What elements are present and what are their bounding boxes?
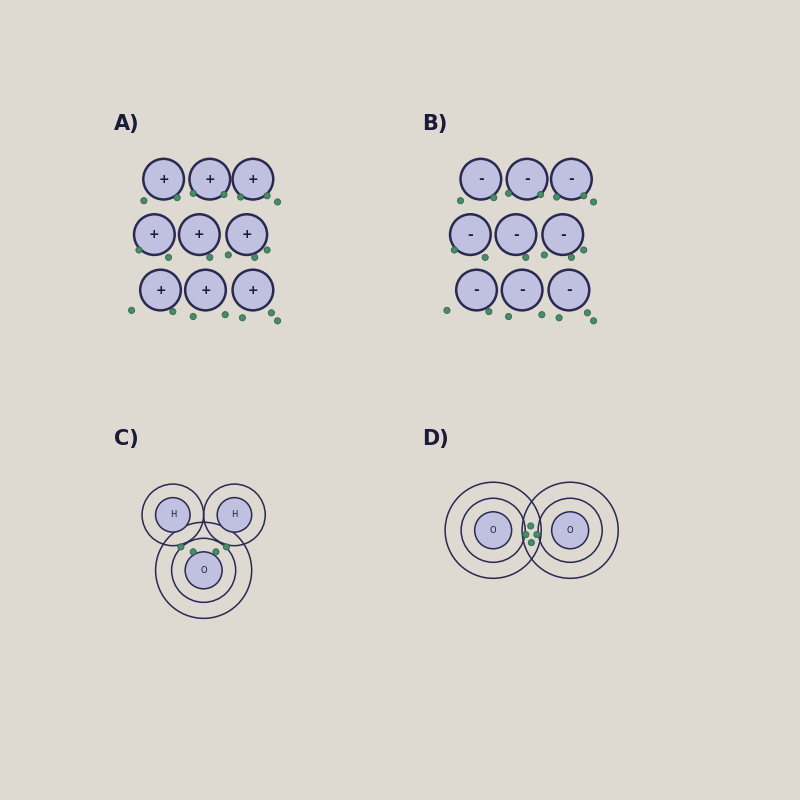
Text: O: O <box>567 526 574 534</box>
Text: -: - <box>467 227 474 242</box>
Text: H: H <box>170 510 176 519</box>
Text: +: + <box>158 173 169 186</box>
Circle shape <box>274 199 281 205</box>
Circle shape <box>166 254 172 261</box>
Circle shape <box>590 199 597 205</box>
Text: +: + <box>248 173 258 186</box>
Circle shape <box>217 498 252 532</box>
Text: D): D) <box>422 429 449 449</box>
Circle shape <box>185 552 222 589</box>
Circle shape <box>221 191 227 198</box>
Circle shape <box>174 194 180 201</box>
Circle shape <box>252 254 258 261</box>
Circle shape <box>528 523 534 529</box>
Text: +: + <box>200 283 211 297</box>
Circle shape <box>141 198 147 204</box>
Circle shape <box>506 159 547 199</box>
Circle shape <box>190 159 230 199</box>
Circle shape <box>522 531 529 538</box>
Circle shape <box>213 549 219 555</box>
Circle shape <box>556 314 562 321</box>
Circle shape <box>238 194 244 200</box>
Circle shape <box>264 193 270 199</box>
Text: -: - <box>569 172 574 186</box>
Circle shape <box>458 198 463 204</box>
Text: -: - <box>524 172 530 186</box>
Text: +: + <box>242 228 252 241</box>
Circle shape <box>185 270 226 310</box>
Circle shape <box>534 531 540 538</box>
Circle shape <box>474 512 512 549</box>
Circle shape <box>581 247 586 253</box>
Circle shape <box>223 544 230 550</box>
Circle shape <box>542 214 583 255</box>
Text: +: + <box>194 228 205 241</box>
Circle shape <box>206 254 213 261</box>
Circle shape <box>490 194 497 201</box>
Text: -: - <box>513 227 519 242</box>
Text: +: + <box>155 283 166 297</box>
Circle shape <box>502 270 542 310</box>
Text: +: + <box>205 173 215 186</box>
Circle shape <box>179 214 220 255</box>
Circle shape <box>528 539 534 546</box>
Circle shape <box>170 309 176 314</box>
Text: -: - <box>474 283 479 297</box>
Circle shape <box>506 314 512 320</box>
Circle shape <box>522 254 529 261</box>
Circle shape <box>456 270 497 310</box>
Circle shape <box>554 194 560 200</box>
Circle shape <box>486 309 492 314</box>
Circle shape <box>239 314 246 321</box>
Circle shape <box>581 193 586 199</box>
Circle shape <box>461 159 501 199</box>
Circle shape <box>568 254 574 261</box>
Circle shape <box>590 318 597 324</box>
Circle shape <box>134 214 174 255</box>
Circle shape <box>136 247 142 253</box>
Circle shape <box>190 314 196 320</box>
Circle shape <box>233 159 274 199</box>
Text: -: - <box>478 172 484 186</box>
Circle shape <box>268 310 274 316</box>
Text: C): C) <box>114 429 139 449</box>
Text: O: O <box>490 526 497 534</box>
Circle shape <box>222 312 228 318</box>
Circle shape <box>226 252 231 258</box>
Circle shape <box>129 307 134 314</box>
Text: -: - <box>566 283 572 297</box>
Circle shape <box>496 214 536 255</box>
Circle shape <box>264 247 270 253</box>
Circle shape <box>538 312 545 318</box>
Circle shape <box>178 544 184 550</box>
Circle shape <box>482 254 488 261</box>
Circle shape <box>143 159 184 199</box>
Text: +: + <box>248 283 258 297</box>
Circle shape <box>451 247 458 253</box>
Circle shape <box>552 512 589 549</box>
Text: +: + <box>149 228 160 241</box>
Circle shape <box>226 214 267 255</box>
Text: -: - <box>519 283 525 297</box>
Circle shape <box>190 190 196 197</box>
Circle shape <box>549 270 590 310</box>
Circle shape <box>450 214 490 255</box>
Circle shape <box>190 549 196 555</box>
Circle shape <box>506 190 512 197</box>
Text: O: O <box>200 566 207 575</box>
Circle shape <box>233 270 274 310</box>
Circle shape <box>551 159 592 199</box>
Circle shape <box>542 252 547 258</box>
Text: H: H <box>231 510 238 519</box>
Text: A): A) <box>114 114 140 134</box>
Circle shape <box>274 318 281 324</box>
Circle shape <box>538 191 544 198</box>
Text: B): B) <box>422 114 448 134</box>
Circle shape <box>444 307 450 314</box>
Circle shape <box>584 310 590 316</box>
Circle shape <box>140 270 181 310</box>
Text: -: - <box>560 227 566 242</box>
Circle shape <box>155 498 190 532</box>
